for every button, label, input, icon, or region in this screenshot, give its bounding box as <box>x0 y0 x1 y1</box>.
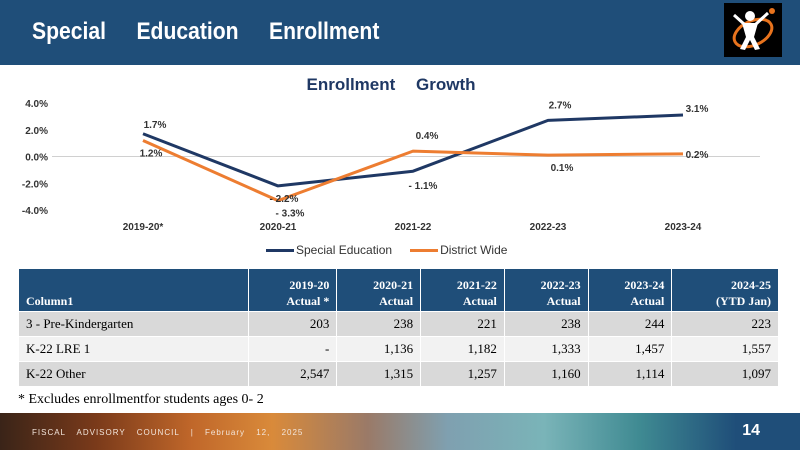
y-tick-label: 2.0% <box>25 126 48 137</box>
logo-icon <box>732 8 775 50</box>
y-tick-label: -2.0% <box>22 179 48 190</box>
chart-area: Enrollment Growth 4.0% 2.0% 0.0% -2.0% -4.0%… <box>0 65 800 265</box>
table-cell: 1,315 <box>336 361 422 387</box>
chart-legend: Special Education District Wide <box>266 243 507 257</box>
table-cell: 1,160 <box>503 361 589 387</box>
legend-label: Special Education <box>296 243 393 257</box>
enrollment-table: Column1 2019-20 Actual * 2020-21 Actual 20… <box>18 268 779 387</box>
table-cell: 223 <box>671 311 779 337</box>
page-title: Special Education Enrollment <box>32 18 380 45</box>
table-cell: 1,182 <box>420 336 505 362</box>
table-cell: 3 - Pre-Kindergarten <box>18 311 249 337</box>
data-label: 3.1% <box>686 104 709 115</box>
table-cell: 1,557 <box>671 336 779 362</box>
data-label: 1.2% <box>140 148 163 159</box>
data-label: - 2.2% <box>270 194 299 205</box>
data-label: 1.7% <box>144 120 167 131</box>
table-cell: 1,114 <box>587 361 673 387</box>
table-cell: 2,547 <box>247 361 338 387</box>
y-tick-label: 4.0% <box>25 99 48 110</box>
line-chart: 4.0% 2.0% 0.0% -2.0% -4.0% 2019-20* 2020-21 202… <box>22 99 760 233</box>
table-cell: - <box>247 336 338 362</box>
table-cell: 244 <box>587 311 673 337</box>
table-cell: K-22 Other <box>18 361 249 387</box>
page-number: 14 <box>742 422 760 439</box>
table-row: 3 - Pre-Kindergarten 203 238 221 238 244… <box>18 311 779 337</box>
table-cell: 1,457 <box>587 336 673 362</box>
legend-swatch-district-wide <box>410 248 439 252</box>
footer-bar: FISCAL ADVISORY COUNCIL | February 12, 2… <box>0 413 800 450</box>
legend-item-special-education: Special Education <box>266 243 392 257</box>
table-cell: 1,136 <box>336 336 422 362</box>
footer-text: FISCAL ADVISORY COUNCIL | February 12, 2… <box>32 428 304 437</box>
footnote: * Excludes enrollmentfor students ages 0… <box>18 392 264 407</box>
column-header: 2021-22 Actual <box>420 268 505 312</box>
table-cell: 1,097 <box>671 361 779 387</box>
column-header: 2020-21 Actual <box>336 268 422 312</box>
data-label: - 1.1% <box>409 181 438 192</box>
column-header: Column1 <box>18 268 249 312</box>
column-header: 2019-20 Actual * <box>247 268 338 312</box>
table-row: K-22 Other 2,547 1,315 1,257 1,160 1,114… <box>18 361 779 387</box>
series-line-district-wide <box>142 139 684 203</box>
table-cell: 221 <box>420 311 505 337</box>
x-tick-label: 2023-24 <box>665 222 702 233</box>
table-header-row: Column1 2019-20 Actual * 2020-21 Actual 20… <box>18 268 779 312</box>
x-tick-label: 2019-20* <box>123 222 164 233</box>
data-label: 0.2% <box>686 150 709 161</box>
table-cell: 1,333 <box>503 336 589 362</box>
data-label: - 3.3% <box>276 209 305 220</box>
x-tick-label: 2020-21 <box>260 222 297 233</box>
series-line-special-education <box>142 113 684 188</box>
table-cell: 203 <box>247 311 338 337</box>
header-bar: Special Education Enrollment <box>0 0 800 65</box>
column-header: 2022-23 Actual <box>503 268 589 312</box>
legend-item-district-wide: District Wide <box>410 243 507 257</box>
data-label: 2.7% <box>549 100 572 111</box>
y-tick-label: -4.0% <box>22 206 48 217</box>
x-tick-label: 2021-22 <box>395 222 432 233</box>
legend-swatch-special-education <box>266 248 294 252</box>
table-cell: 238 <box>503 311 589 337</box>
chart-title: Enrollment Growth <box>306 75 476 94</box>
data-label: 0.4% <box>416 131 439 142</box>
x-tick-label: 2022-23 <box>530 222 567 233</box>
table-row: K-22 LRE 1 - 1,136 1,182 1,333 1,457 1,5… <box>18 336 779 362</box>
column-header: 2023-24 Actual <box>587 268 673 312</box>
table-cell: 238 <box>336 311 422 337</box>
table-cell: K-22 LRE 1 <box>18 336 249 362</box>
y-tick-label: 0.0% <box>25 153 48 164</box>
column-header: 2024-25 (YTD Jan) <box>671 268 779 312</box>
logo <box>724 3 782 57</box>
legend-label: District Wide <box>440 243 508 257</box>
data-label: 0.1% <box>551 163 574 174</box>
table-cell: 1,257 <box>420 361 505 387</box>
